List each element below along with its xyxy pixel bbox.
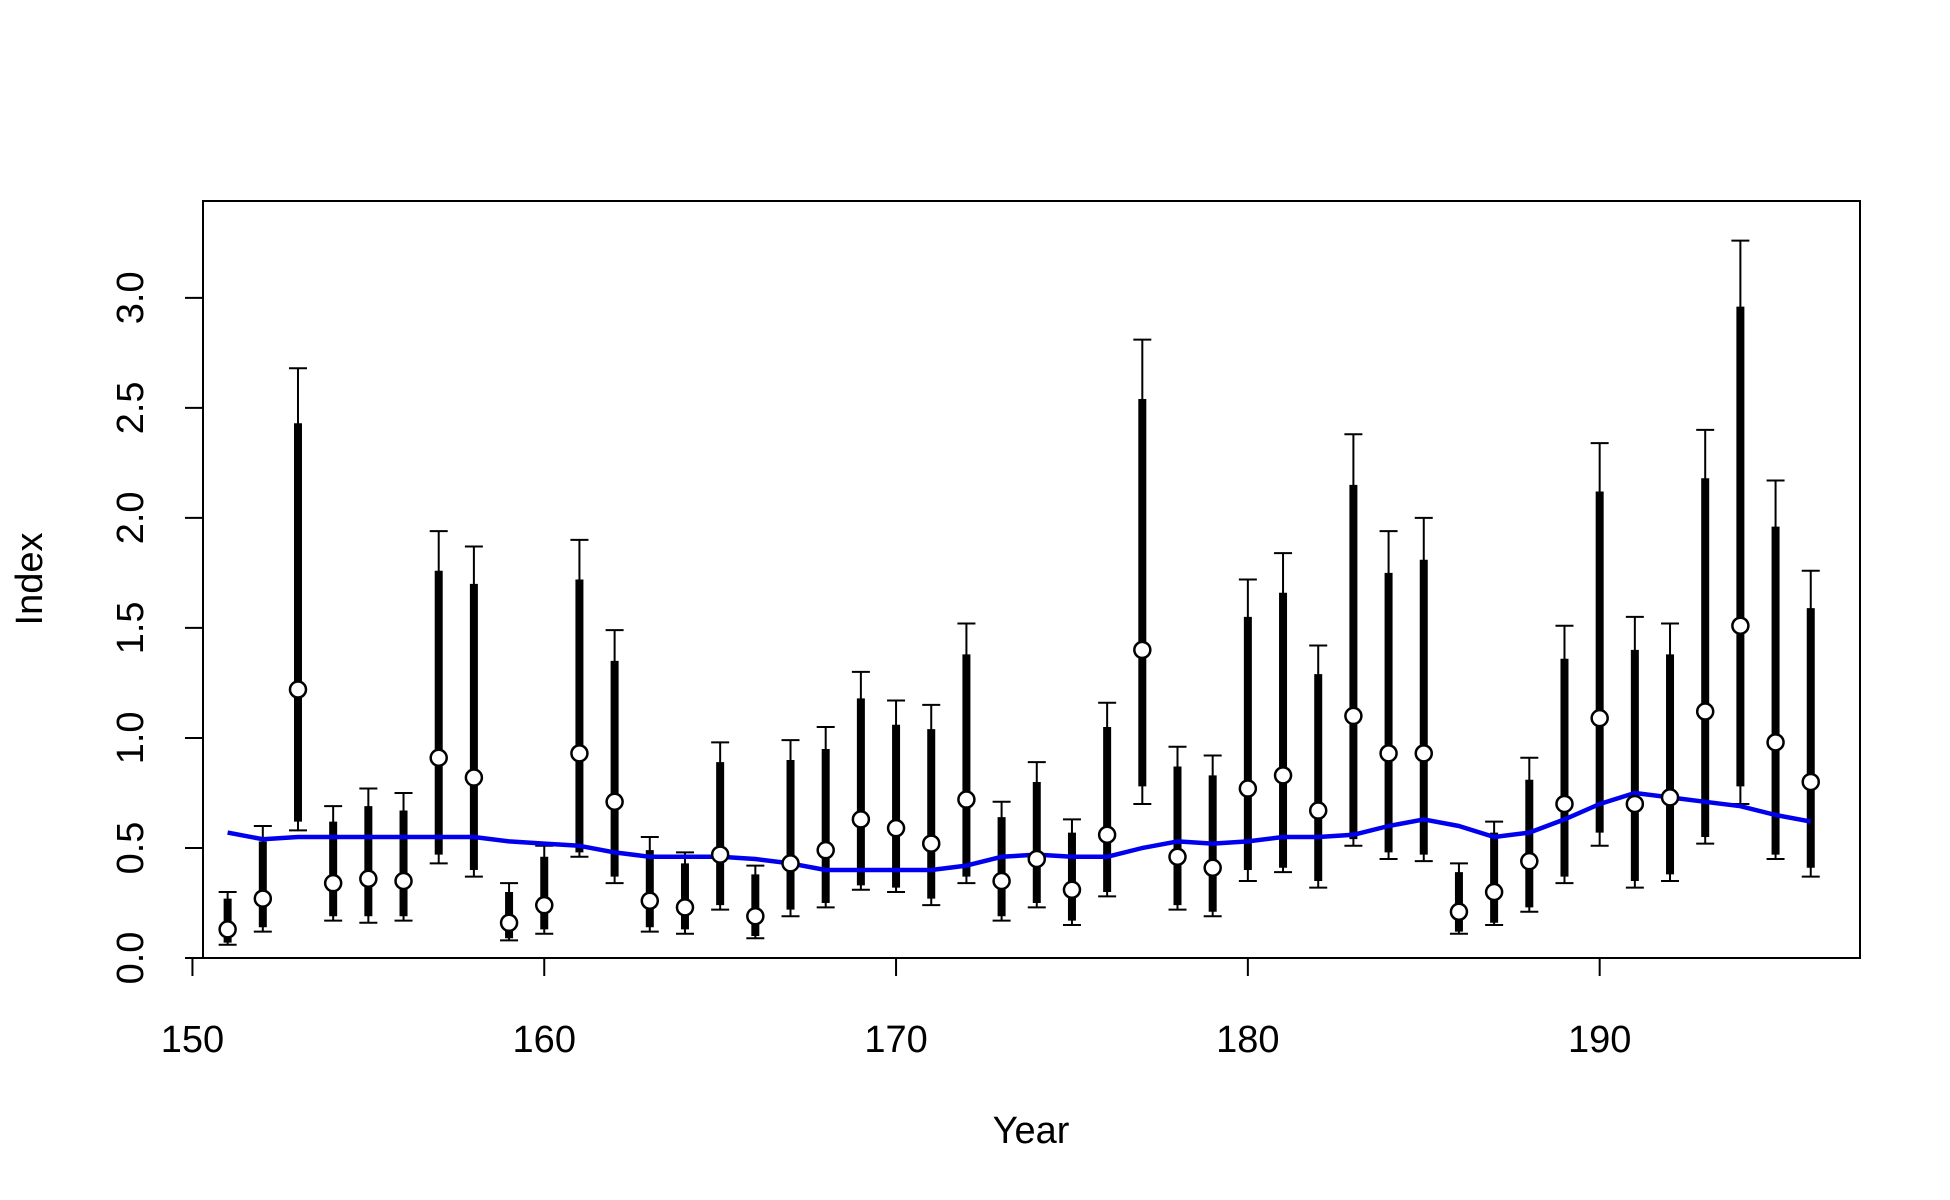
data-point [1590, 708, 1609, 728]
data-point [957, 790, 976, 809]
data-point [781, 854, 800, 873]
data-point [1379, 744, 1398, 763]
data-point [253, 889, 273, 908]
x-tick-label: 160 [513, 1019, 576, 1061]
data-point [1168, 847, 1187, 867]
data-point [605, 792, 624, 812]
data-point [886, 818, 906, 838]
x-axis: 150 160 170 180 190 [161, 957, 1631, 1061]
data-point [1731, 616, 1750, 635]
data-point [1097, 825, 1117, 845]
data-point [1133, 640, 1152, 660]
data-point [499, 913, 519, 933]
y-tick-label: 1.5 [110, 601, 152, 654]
data-point [851, 810, 871, 829]
data-point [675, 898, 695, 917]
data-point [1203, 858, 1222, 878]
data-point [1695, 702, 1715, 721]
y-axis: 0.0 0.5 1.0 1.5 2.0 2.5 3.0 [110, 271, 204, 985]
data-point [359, 869, 378, 889]
y-tick-label: 2.0 [110, 491, 152, 544]
data-point [570, 744, 589, 763]
data-point [429, 748, 448, 767]
data-point [992, 871, 1011, 891]
data-point [921, 834, 941, 853]
data-point [710, 845, 730, 864]
data-point [816, 840, 835, 860]
data-point [1062, 880, 1082, 900]
data-point [1027, 849, 1047, 869]
data-point [1344, 706, 1363, 726]
data-point [535, 895, 554, 915]
data-point [1625, 794, 1645, 814]
data-point [1308, 801, 1328, 820]
data-point [1238, 779, 1258, 798]
data-point [1484, 882, 1504, 902]
data-point [1449, 902, 1469, 922]
trend-line [227, 790, 1812, 873]
data-point [1555, 794, 1574, 814]
y-tick-label: 2.5 [110, 381, 152, 434]
data-point [218, 920, 237, 939]
data-point [1520, 851, 1539, 871]
data-point [640, 891, 660, 911]
data-point [288, 680, 308, 699]
y-axis-title: Index [9, 533, 51, 626]
x-tick-label: 150 [161, 1019, 224, 1061]
x-tick-label: 180 [1216, 1019, 1279, 1061]
x-tick-label: 190 [1568, 1019, 1631, 1061]
data-point [323, 873, 343, 893]
data-point [746, 906, 765, 926]
data-point [464, 768, 484, 787]
data-point [1414, 744, 1434, 763]
data-point [394, 871, 413, 891]
y-tick-label: 1.0 [110, 711, 152, 764]
data-point [1273, 766, 1293, 785]
data-point [1801, 772, 1820, 792]
plot-marks [218, 239, 1820, 946]
x-axis-title: Year [993, 1110, 1070, 1152]
data-point [1766, 733, 1785, 752]
x-tick-label: 170 [864, 1019, 927, 1061]
y-tick-label: 0.5 [110, 822, 152, 875]
y-tick-label: 0.0 [110, 932, 152, 985]
y-tick-label: 3.0 [110, 271, 152, 324]
data-point [1660, 788, 1680, 807]
